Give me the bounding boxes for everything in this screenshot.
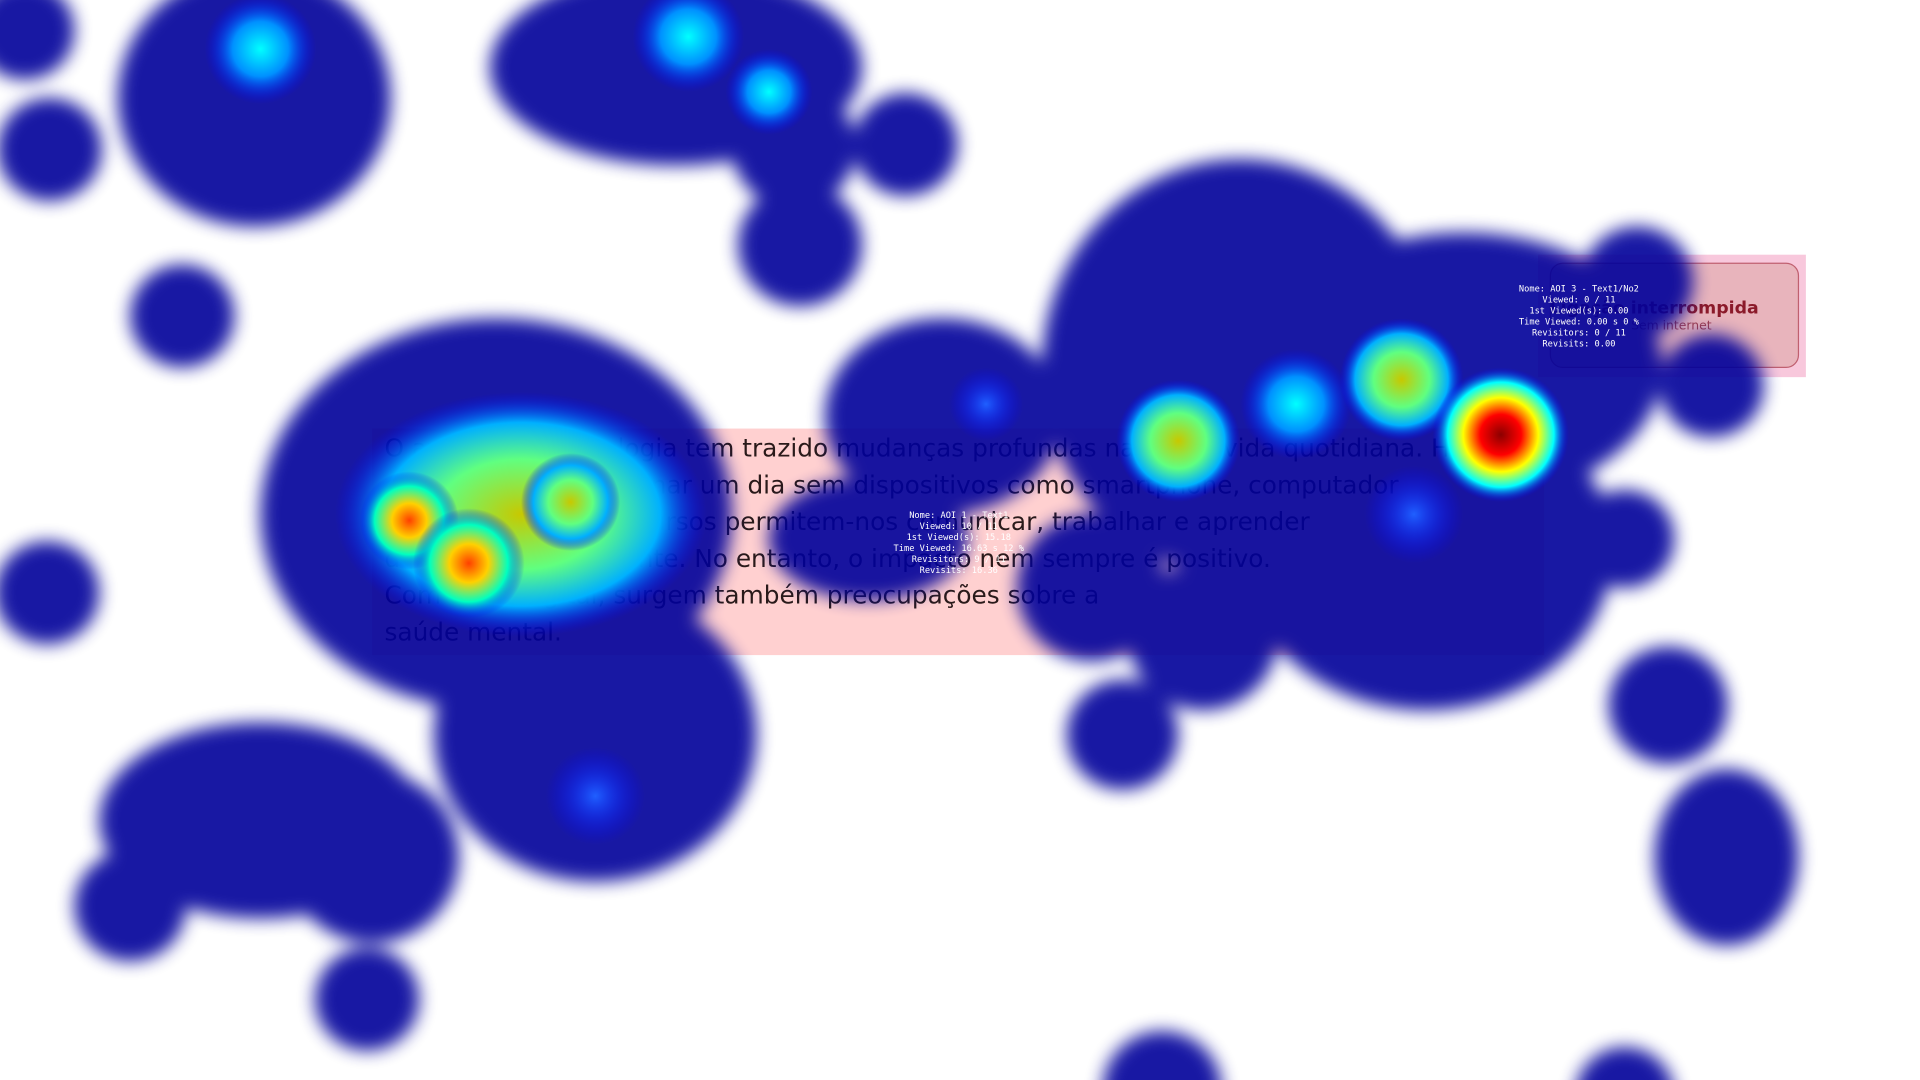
aoi-stat: Revisits: 16.36 [920, 566, 998, 576]
aoi-stat: Revisitors: 9 / 11 [912, 555, 1006, 565]
aoi-stat: Revisitors: 0 / 11 [1532, 329, 1626, 339]
aoi-stat: 1st Viewed(s): 15.18 [907, 533, 1011, 543]
aoi-stat: Nome: AOI 3 - Text1/No2 [1519, 284, 1639, 294]
aoi-stat: Viewed: 0 / 11 [1542, 295, 1615, 305]
aoi-stat: Time Viewed: 16.63 s 12 % [894, 544, 1025, 554]
aoi-stat: 1st Viewed(s): 0.00 [1529, 307, 1628, 317]
aoi-stat: Viewed: 10 / 11 [920, 522, 998, 532]
aoi-stat: Revisits: 0.00 [1542, 340, 1615, 350]
aoi-stat: Nome: AOI 1 - Text1 [909, 511, 1008, 521]
heatmap-base [0, 0, 1799, 1080]
heatmap-hotspots [204, 0, 1569, 845]
aoi-stat: Time Viewed: 0.00 s 0 % [1519, 318, 1640, 328]
